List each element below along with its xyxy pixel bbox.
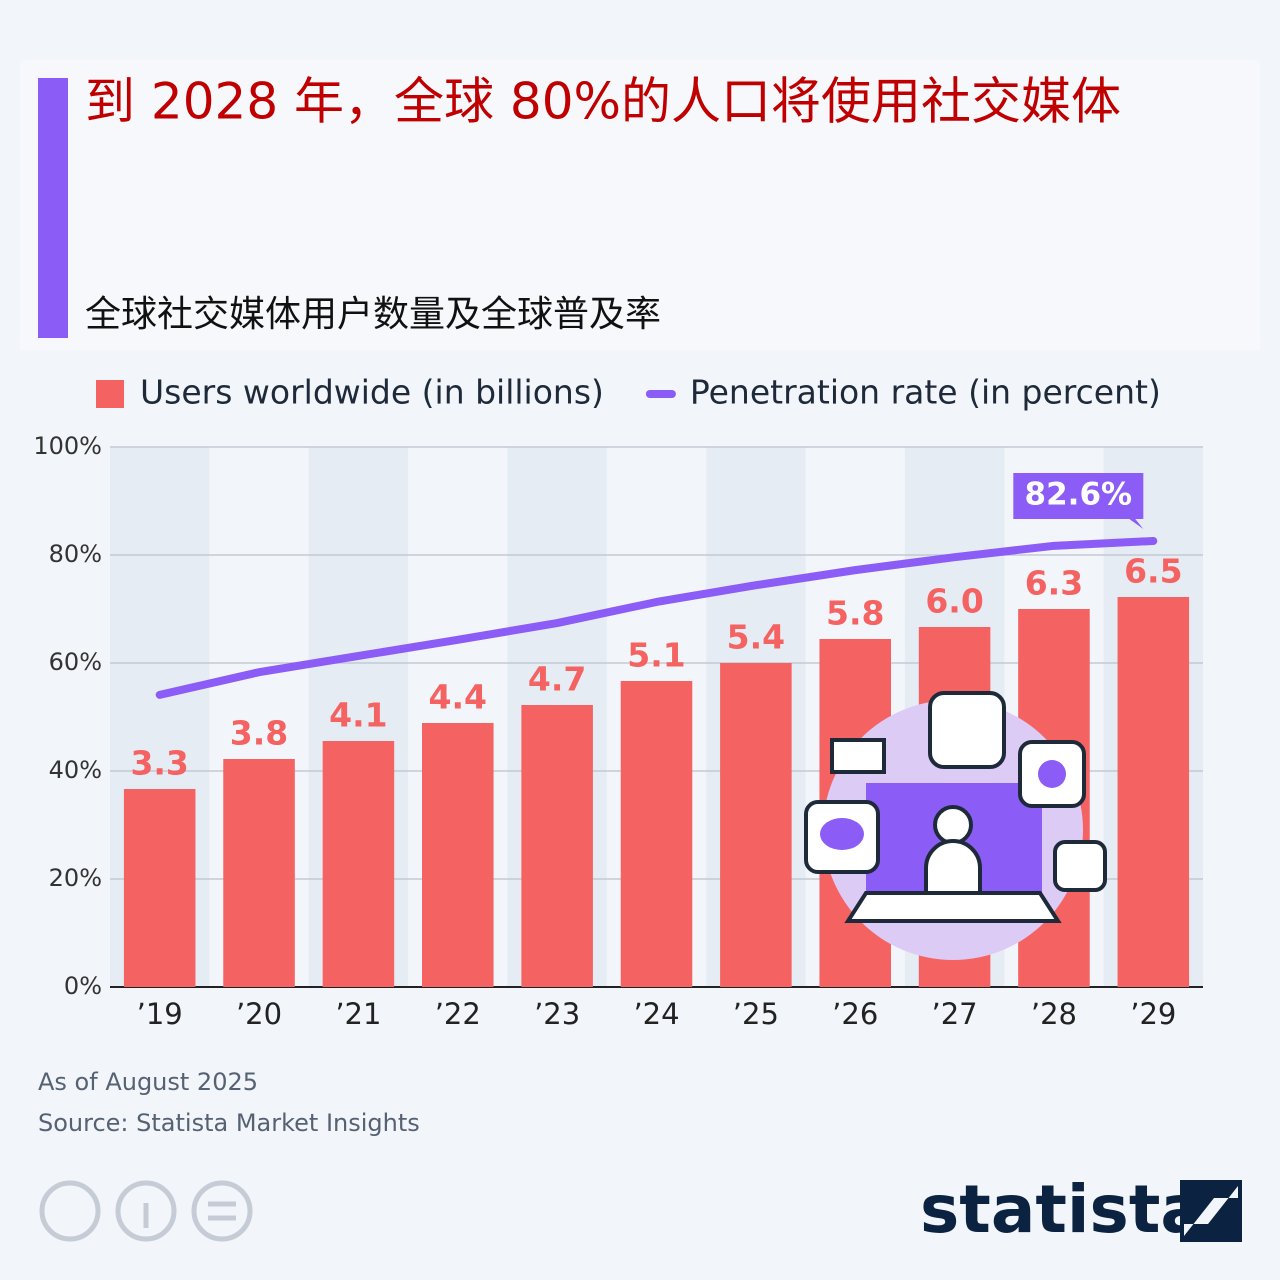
x-tick-label: ’24	[633, 997, 679, 1031]
x-tick-label: ’20	[236, 997, 282, 1031]
logo-mark	[1180, 1180, 1242, 1242]
icon-hash	[928, 691, 1006, 769]
callout	[1013, 472, 1144, 529]
license-icons	[39, 1180, 253, 1242]
y-tick-label: 0%	[64, 972, 102, 1000]
y-tick-label: 20%	[49, 864, 102, 892]
nd-icon	[191, 1180, 253, 1242]
x-tick-label: ’22	[435, 997, 481, 1031]
value-label: 82.6%	[1025, 476, 1133, 512]
value-label: 5.1	[627, 636, 685, 675]
x-tick-label: ’26	[832, 997, 878, 1031]
x-tick-label: ’29	[1130, 997, 1176, 1031]
y-tick-label: 40%	[49, 756, 102, 784]
legend-label: Penetration rate (in percent)	[690, 373, 1161, 412]
by-icon	[115, 1180, 177, 1242]
value-label: 5.4	[727, 618, 785, 657]
y-tick-label: 80%	[49, 540, 102, 568]
bar	[422, 723, 494, 987]
icon-heart-fill	[1038, 760, 1066, 788]
x-tick-label: ’25	[733, 997, 779, 1031]
legend-swatch	[96, 380, 124, 408]
chart-title: 到 2028 年，全球 80%的人口将使用社交媒体	[85, 73, 1121, 131]
brand-logo: statista	[920, 1171, 1205, 1248]
bar	[521, 705, 593, 987]
legend-label: Users worldwide (in billions)	[140, 373, 604, 412]
value-label: 3.3	[130, 744, 188, 783]
icon-mail	[1053, 840, 1107, 892]
value-label: 6.3	[1025, 564, 1083, 603]
y-tick-label: 60%	[49, 648, 102, 676]
cc-icon	[39, 1180, 101, 1242]
value-label: 4.1	[329, 696, 387, 735]
icon-chat-fill	[820, 818, 864, 850]
accent-bar	[38, 78, 68, 338]
value-label: 6.0	[925, 582, 983, 621]
value-label: 4.7	[528, 660, 586, 699]
value-label: 5.8	[826, 594, 884, 633]
x-tick-label: ’23	[534, 997, 580, 1031]
illustration-laptop	[844, 891, 1062, 923]
x-tick-label: ’28	[1031, 997, 1077, 1031]
line	[155, 536, 1158, 699]
x-tick-label: ’27	[932, 997, 978, 1031]
chart-subtitle: 全球社交媒体用户数量及全球普及率	[85, 294, 661, 335]
logo-cut	[1184, 1186, 1238, 1236]
illustration-body	[924, 839, 982, 893]
value-label: 4.4	[429, 678, 487, 717]
bar	[1117, 597, 1190, 987]
x-tick-label: ’19	[137, 997, 183, 1031]
illustration-head	[933, 805, 973, 845]
value-label: 3.8	[230, 714, 288, 753]
note: As of August 2025	[38, 1068, 258, 1096]
header-panel	[20, 60, 1260, 350]
illustration	[804, 691, 1107, 960]
x-tick-label: ’21	[335, 997, 381, 1031]
bar	[123, 789, 196, 987]
icon-like	[830, 738, 886, 774]
bar	[223, 759, 295, 987]
source: Source: Statista Market Insights	[38, 1109, 420, 1137]
bar	[322, 741, 395, 987]
value-label: 6.5	[1124, 552, 1182, 591]
bar	[720, 663, 792, 987]
bar	[620, 681, 693, 987]
y-tick-label: 100%	[33, 432, 102, 460]
